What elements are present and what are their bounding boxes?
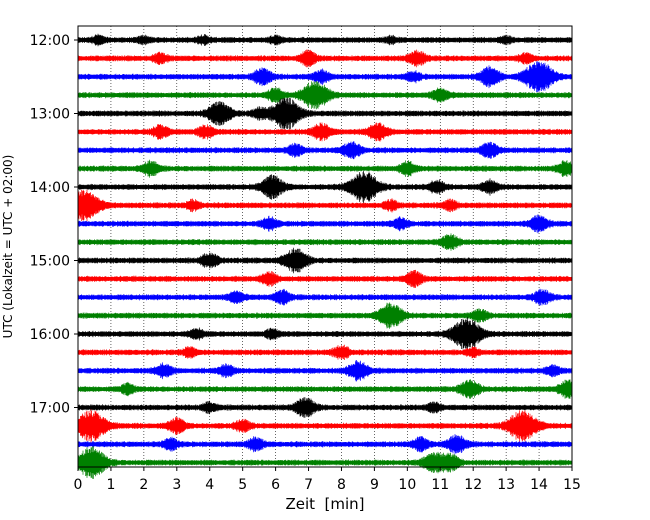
trace bbox=[77, 360, 573, 382]
x-tick-label: 8 bbox=[337, 477, 346, 493]
y-axis-label: UTC (Lokalzeit = UTC + 02:00) bbox=[1, 155, 15, 339]
trace bbox=[77, 141, 573, 160]
y-tick-label: 16:00 bbox=[30, 327, 70, 343]
trace-signal bbox=[77, 302, 573, 329]
trace-signal bbox=[77, 446, 573, 479]
trace-signal bbox=[77, 214, 573, 234]
y-tick-label: 15:00 bbox=[30, 254, 70, 270]
trace bbox=[77, 170, 573, 204]
trace bbox=[77, 49, 573, 68]
x-tick-label: 13 bbox=[497, 477, 515, 493]
trace-signal bbox=[77, 33, 573, 47]
x-tick-label: 1 bbox=[106, 477, 115, 493]
trace bbox=[77, 302, 573, 329]
x-axis-label: Zeit [min] bbox=[285, 495, 364, 513]
trace bbox=[77, 446, 573, 479]
trace-signal bbox=[77, 81, 573, 110]
trace-signal bbox=[77, 159, 573, 178]
trace bbox=[77, 409, 573, 443]
trace-signal bbox=[77, 434, 573, 455]
trace-signal bbox=[77, 122, 573, 142]
trace-signal bbox=[77, 317, 573, 351]
trace bbox=[77, 397, 573, 418]
trace bbox=[77, 317, 573, 351]
x-axis-ticks: 0 1 2 3 4 5 6 7 8 9 10 11 12 13 14 15 bbox=[74, 467, 581, 493]
trace bbox=[77, 344, 573, 360]
x-tick-label: 10 bbox=[398, 477, 416, 493]
trace bbox=[77, 247, 573, 274]
y-tick-label: 13:00 bbox=[30, 107, 70, 123]
x-tick-label: 6 bbox=[271, 477, 280, 493]
trace-signal bbox=[77, 269, 573, 288]
trace-signal bbox=[77, 360, 573, 382]
x-tick-label: 14 bbox=[530, 477, 548, 493]
trace-signal bbox=[77, 397, 573, 418]
y-tick-label: 14:00 bbox=[30, 180, 70, 196]
trace bbox=[77, 81, 573, 110]
x-tick-label: 5 bbox=[238, 477, 247, 493]
trace-signal bbox=[77, 379, 573, 399]
trace-signal bbox=[77, 189, 573, 222]
x-tick-label: 7 bbox=[304, 477, 313, 493]
trace-signal bbox=[77, 344, 573, 360]
trace bbox=[77, 288, 573, 306]
trace bbox=[77, 33, 573, 47]
trace bbox=[77, 189, 573, 222]
trace-signal bbox=[77, 141, 573, 160]
trace bbox=[77, 97, 573, 130]
trace-signal bbox=[77, 409, 573, 443]
trace bbox=[77, 269, 573, 288]
x-tick-label: 9 bbox=[370, 477, 379, 493]
x-tick-label: 12 bbox=[464, 477, 482, 493]
x-tick-label: 4 bbox=[205, 477, 214, 493]
seismogram-traces bbox=[77, 33, 573, 479]
x-tick-label: 3 bbox=[172, 477, 181, 493]
trace bbox=[77, 159, 573, 178]
trace-signal bbox=[77, 49, 573, 68]
trace-signal bbox=[77, 233, 573, 251]
trace-signal bbox=[77, 247, 573, 274]
y-tick-label: 17:00 bbox=[30, 401, 70, 417]
plot-frame bbox=[77, 25, 573, 468]
trace bbox=[77, 233, 573, 251]
trace bbox=[77, 214, 573, 234]
x-tick-label: 11 bbox=[431, 477, 449, 493]
x-tick-label: 0 bbox=[74, 477, 83, 493]
trace bbox=[77, 379, 573, 399]
x-tick-label: 2 bbox=[139, 477, 148, 493]
y-tick-label: 12:00 bbox=[30, 33, 70, 49]
x-tick-label: 15 bbox=[563, 477, 581, 493]
trace bbox=[77, 122, 573, 142]
trace-signal bbox=[77, 288, 573, 306]
trace bbox=[77, 434, 573, 455]
y-axis-ticks: 12:00 13:00 14:00 15:00 16:00 17:00 bbox=[30, 33, 78, 417]
